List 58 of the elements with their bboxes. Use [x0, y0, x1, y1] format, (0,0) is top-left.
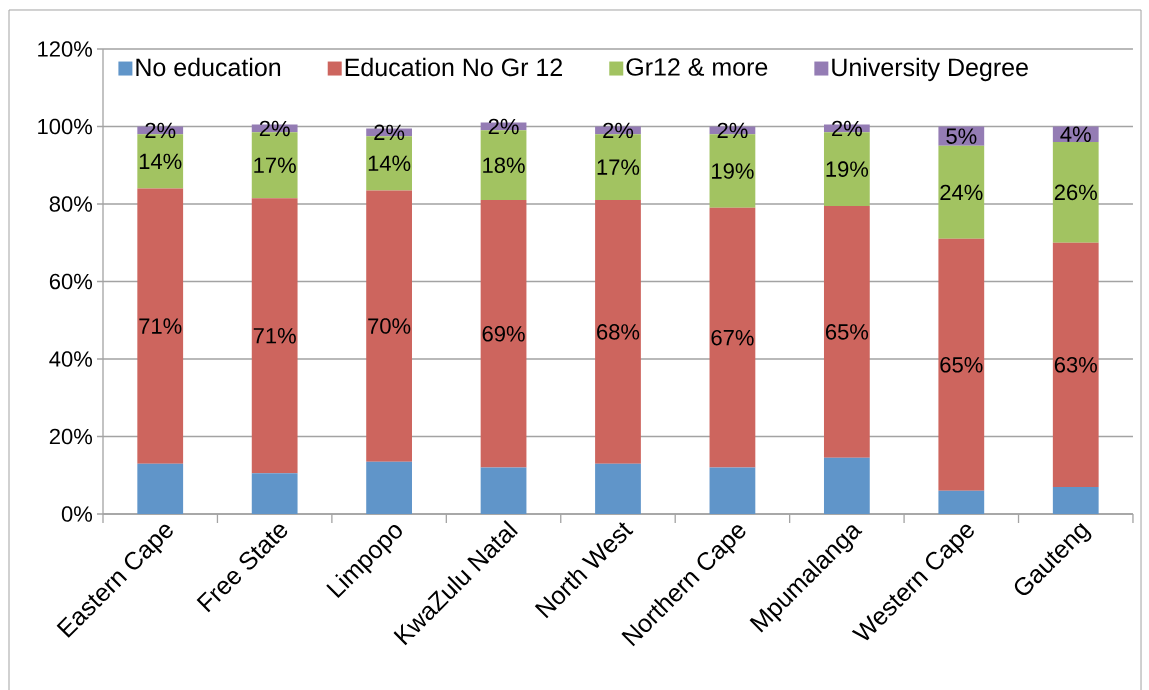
bar — [366, 461, 412, 514]
data-label: 26% — [1054, 184, 1097, 201]
data-label: 2% — [603, 122, 634, 139]
bar — [1052, 242, 1099, 487]
data-label: 4% — [1060, 126, 1091, 142]
data-label: 17% — [254, 157, 296, 173]
bar — [595, 200, 641, 464]
data-label: 63% — [1054, 357, 1097, 373]
data-label: 19% — [712, 163, 754, 179]
bar — [823, 205, 870, 458]
y-tick-label: 0% — [61, 506, 93, 522]
data-label: 24% — [940, 184, 983, 201]
bar — [366, 190, 412, 462]
bar — [709, 467, 756, 514]
bar — [938, 145, 985, 239]
y-tick-label: 40% — [49, 351, 93, 367]
bar — [137, 188, 184, 464]
data-label: 65% — [940, 357, 983, 373]
legend-label: University Degree — [832, 57, 1028, 82]
data-label: 71% — [139, 318, 182, 334]
bar — [1052, 486, 1099, 514]
data-label: 5% — [946, 128, 977, 144]
data-label: 2% — [145, 122, 176, 139]
legend-label: Education No Gr 12 — [345, 57, 562, 77]
y-tick-label: 100% — [38, 118, 93, 135]
data-label: 71% — [253, 328, 296, 344]
y-tick-label: 60% — [49, 273, 93, 290]
bar — [480, 200, 527, 468]
bar — [938, 238, 985, 491]
data-label: 14% — [368, 155, 411, 171]
data-label: 2% — [488, 118, 519, 135]
data-label: 2% — [259, 120, 290, 137]
bar — [251, 473, 298, 514]
data-label: 2% — [717, 122, 748, 139]
data-label: 18% — [483, 157, 525, 174]
y-tick-label: 80% — [49, 196, 93, 212]
bar — [709, 207, 756, 468]
data-label: 19% — [826, 161, 869, 177]
legend-label: No education — [136, 57, 281, 77]
data-label: 17% — [597, 159, 640, 175]
data-label: 2% — [374, 124, 405, 141]
bar — [1052, 142, 1099, 243]
data-label: 14% — [139, 153, 182, 170]
data-label: 69% — [482, 326, 525, 342]
data-label: 65% — [825, 324, 869, 340]
bar — [251, 198, 298, 474]
y-tick-label: 20% — [49, 428, 93, 445]
bar — [595, 463, 641, 514]
data-label: 67% — [711, 329, 754, 346]
data-label: 2% — [832, 120, 862, 137]
data-label: 68% — [597, 324, 640, 340]
bar — [480, 467, 527, 514]
y-tick-label: 120% — [38, 41, 93, 57]
bar — [823, 457, 870, 514]
data-label: 70% — [368, 318, 411, 334]
bar — [938, 490, 985, 514]
legend-label: Gr12 & more — [626, 58, 768, 76]
bar — [137, 463, 184, 514]
